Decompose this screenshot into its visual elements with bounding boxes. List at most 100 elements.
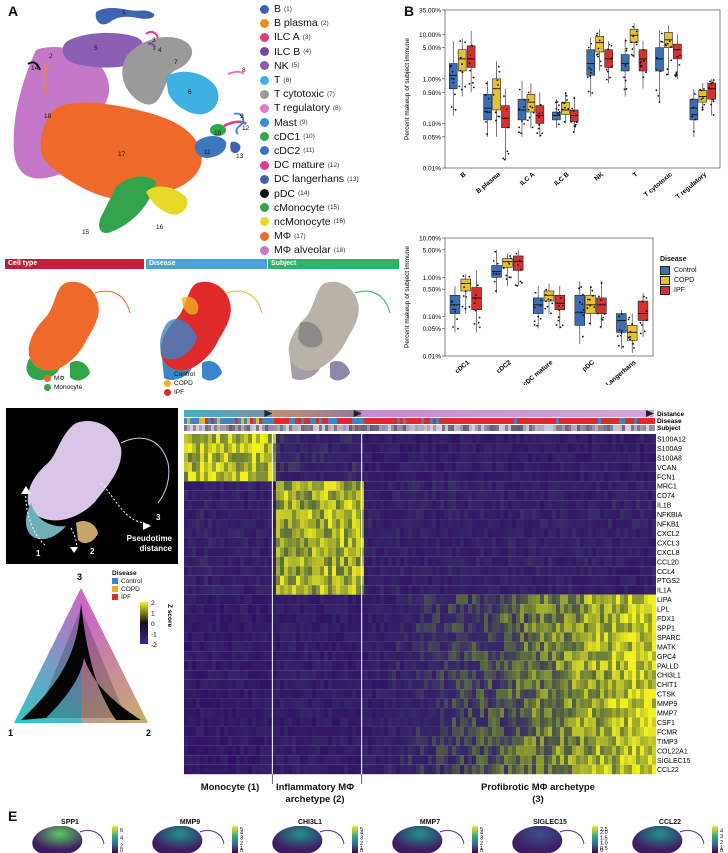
heatmap-cell <box>220 660 224 671</box>
panel-letter-b: B <box>404 3 415 19</box>
heatmap-cell <box>336 452 340 463</box>
heatmap-cell <box>424 594 428 605</box>
heatmap-cell <box>444 462 448 472</box>
heatmap-cell <box>444 604 448 614</box>
heatmap-cell <box>260 519 264 529</box>
heatmap-cell <box>588 717 592 727</box>
heatmap-cell <box>184 471 188 482</box>
heatmap-cell <box>560 717 564 727</box>
heatmap-cell <box>284 594 288 605</box>
heatmap-cell <box>408 585 412 595</box>
heatmap-cell <box>216 736 220 746</box>
heatmap-cell <box>572 490 576 501</box>
heatmap-cell <box>320 594 324 605</box>
heatmap-cell <box>192 434 196 444</box>
heatmap-cell <box>260 471 264 482</box>
heatmap-cell <box>296 566 300 576</box>
heatmap-cell <box>380 434 384 444</box>
heatmap-cell <box>392 679 396 690</box>
heatmap-cell <box>508 509 512 520</box>
heatmap-cell <box>528 547 532 557</box>
legend-label: B plasma <box>274 17 318 30</box>
data-point <box>692 106 695 109</box>
heatmap-cell <box>512 604 516 614</box>
heatmap-cell <box>208 509 212 520</box>
heatmap-cell <box>292 594 296 605</box>
heatmap-cell <box>264 632 268 642</box>
heatmap-cell <box>532 537 536 548</box>
heatmap-cell <box>388 528 392 538</box>
heatmap-cell <box>408 462 412 472</box>
heatmap-cell <box>596 452 600 463</box>
disease-track-cell <box>622 418 625 424</box>
heatmap-cell <box>268 575 272 586</box>
heatmap-cell <box>228 641 232 652</box>
heatmap-cell <box>244 641 248 652</box>
heatmap-cell <box>516 698 520 709</box>
heatmap-cell <box>484 519 488 529</box>
heatmap-cell <box>324 528 328 538</box>
heatmap-cell <box>576 519 580 529</box>
y-tick-label: 0.50% <box>423 90 442 97</box>
legend-number: (14) <box>298 190 310 198</box>
heatmap-cell <box>252 726 256 737</box>
legend-dot <box>260 245 269 255</box>
heatmap-cell <box>428 651 432 661</box>
disease-track-cell <box>361 418 364 424</box>
heatmap-cell <box>336 623 340 633</box>
heatmap-cell <box>440 670 444 680</box>
heatmap-cell <box>204 519 208 529</box>
heatmap-cell <box>492 623 496 633</box>
heatmap-cell <box>648 452 652 463</box>
heatmap-cell <box>484 679 488 690</box>
data-point <box>624 65 627 67</box>
heatmap-cell <box>192 490 196 501</box>
heatmap-cell <box>272 585 276 595</box>
heatmap-cell <box>520 604 524 614</box>
heatmap-cell <box>196 604 200 614</box>
data-point <box>693 113 695 116</box>
heatmap-cell <box>504 613 508 623</box>
heatmap-cell <box>188 443 192 453</box>
heatmap-cell <box>312 575 316 586</box>
heatmap-cell <box>652 623 656 633</box>
heatmap-cell <box>424 717 428 727</box>
heatmap-cell <box>312 452 316 463</box>
heatmap-cell <box>276 708 280 718</box>
disease-track-cell <box>241 418 244 424</box>
heatmap-cell <box>292 613 296 623</box>
heatmap-cell <box>452 500 456 510</box>
heatmap-cell <box>484 481 488 491</box>
data-point <box>588 322 591 325</box>
heatmap-cell <box>384 679 388 690</box>
heatmap-cell <box>428 717 432 727</box>
data-point <box>454 93 456 96</box>
heatmap-cell <box>324 698 328 709</box>
heatmap-cell <box>184 679 188 690</box>
heatmap-cell <box>308 537 312 548</box>
heatmap-cell <box>632 490 636 501</box>
heatmap-cell <box>620 717 624 727</box>
heatmap-cell <box>348 519 352 529</box>
heatmap-cell <box>396 613 400 623</box>
heatmap-cell <box>412 651 416 661</box>
heatmap-cell <box>200 604 204 614</box>
heatmap-cell <box>328 434 332 444</box>
heatmap-cell <box>296 443 300 453</box>
heatmap-cell <box>312 708 316 718</box>
box-Control <box>616 313 627 333</box>
heatmap-cell <box>348 585 352 595</box>
heatmap-cell <box>232 670 236 680</box>
heatmap-cell <box>508 528 512 538</box>
heatmap-cell <box>272 490 276 501</box>
heatmap-cell <box>592 689 596 699</box>
heatmap-cell <box>612 660 616 671</box>
heatmap-cell <box>396 509 400 520</box>
heatmap-cell <box>284 689 288 699</box>
heatmap-cell <box>196 641 200 652</box>
heatmap-cell <box>388 537 392 548</box>
heatmap-cell <box>496 632 500 642</box>
heatmap-cell <box>304 434 308 444</box>
heatmap-cell <box>328 660 332 671</box>
heatmap-cell <box>452 509 456 520</box>
